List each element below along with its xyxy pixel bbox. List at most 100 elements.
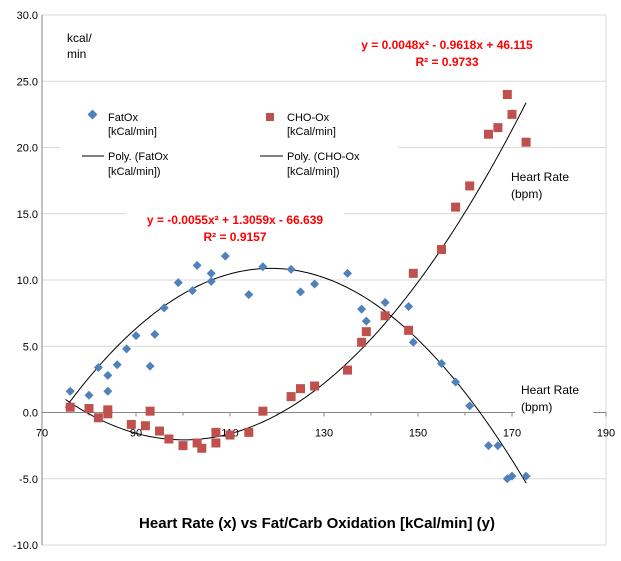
- point-chox: [225, 430, 235, 440]
- point-fatox: [220, 251, 230, 261]
- x-tick-label: 130: [315, 428, 333, 440]
- point-fatox: [206, 276, 216, 286]
- point-chox: [404, 325, 414, 335]
- point-fatox: [404, 302, 414, 311]
- annotation-fatox-equation: y = -0.0055x² + 1.3059x - 66.639 R² = 0.…: [126, 207, 344, 249]
- x-axis-label-right-line-2: (bpm): [521, 400, 552, 414]
- legend-box: [60, 100, 398, 180]
- point-fatox: [343, 268, 352, 278]
- point-fatox: [380, 298, 390, 308]
- point-chox: [451, 202, 461, 212]
- legend-marker-chox: [266, 113, 274, 121]
- y-axis-label-line-2: min: [67, 47, 86, 61]
- y-tick-label: 5.0: [23, 341, 38, 353]
- point-chox: [296, 384, 305, 394]
- trendline-chox: [65, 102, 527, 441]
- y-tick-label: 15.0: [17, 209, 38, 221]
- legend-label-poly-chox-2: [kCal/min]): [287, 166, 340, 178]
- point-chox: [465, 181, 475, 191]
- point-fatox: [150, 329, 160, 339]
- point-chox: [357, 337, 367, 347]
- cho-r2-text: R² = 0.9733: [415, 55, 478, 69]
- point-fatox: [103, 386, 113, 396]
- point-fatox: [187, 286, 197, 296]
- y-tick-label: 10.0: [17, 275, 38, 287]
- point-chox: [178, 441, 188, 451]
- x-tick-label: 190: [597, 428, 615, 440]
- point-chox: [192, 438, 202, 448]
- point-chox: [493, 123, 503, 133]
- point-chox: [507, 109, 517, 119]
- point-chox: [145, 406, 155, 416]
- point-chox: [211, 427, 221, 437]
- legend: FatOx [kCal/min] CHO-Ox [kCal/min] Poly.…: [60, 100, 398, 180]
- y-axis-label-line-1: kcal/: [67, 31, 92, 45]
- point-fatox: [484, 441, 493, 451]
- point-fatox: [93, 362, 103, 372]
- point-fatox: [493, 441, 503, 451]
- legend-label-poly-fatox-1: Poly. (FatOx: [108, 151, 169, 163]
- point-chox: [408, 268, 418, 278]
- cho-equation-text: y = 0.0048x² - 0.9618x + 46.115: [361, 38, 533, 52]
- point-fatox: [244, 290, 254, 300]
- chart-title: Heart Rate (x) vs Fat/Carb Oxidation [kC…: [139, 515, 495, 532]
- point-fatox: [112, 360, 122, 370]
- x-axis-label-top-line-2: (bpm): [511, 187, 542, 201]
- point-chox: [140, 421, 150, 431]
- point-fatox: [103, 370, 113, 380]
- data-points: [65, 90, 531, 484]
- legend-label-fatox-2: [kCal/min]: [108, 126, 157, 138]
- y-tick-label: 30.0: [17, 10, 38, 22]
- point-fatox: [173, 278, 183, 288]
- point-fatox: [84, 390, 94, 400]
- point-fatox: [310, 279, 320, 289]
- y-tick-label: 20.0: [17, 143, 38, 155]
- legend-label-chox-1: CHO-Ox: [287, 112, 330, 124]
- point-fatox: [296, 287, 305, 297]
- point-fatox: [65, 386, 75, 396]
- point-fatox: [206, 268, 216, 278]
- x-axis-label-top: Heart Rate (bpm): [505, 165, 583, 205]
- point-chox: [244, 427, 254, 437]
- point-chox: [437, 245, 446, 255]
- point-chox: [155, 426, 164, 436]
- x-tick-label: 170: [503, 428, 521, 440]
- point-chox: [310, 381, 320, 391]
- y-tick-label: 0.0: [23, 408, 38, 420]
- point-chox: [197, 443, 207, 453]
- point-chox: [258, 406, 268, 416]
- axes: [41, 15, 607, 545]
- legend-label-fatox-1: FatOx: [108, 112, 138, 124]
- fatox-equation-text: y = -0.0055x² + 1.3059x - 66.639: [147, 213, 323, 227]
- point-fatox: [145, 361, 155, 371]
- point-fatox: [361, 316, 371, 326]
- point-fatox: [258, 262, 268, 272]
- point-fatox: [521, 471, 531, 481]
- point-chox: [286, 392, 296, 402]
- point-chox: [521, 137, 531, 147]
- point-chox: [484, 129, 493, 139]
- point-chox: [361, 327, 371, 337]
- x-axis-label-right: Heart Rate (bpm): [515, 378, 593, 418]
- y-tick-label: -10.0: [13, 540, 38, 552]
- trendline-fatox: [65, 267, 527, 484]
- legend-label-poly-chox-1: Poly. (CHO-Ox: [287, 151, 360, 163]
- x-axis-label-right-line-1: Heart Rate: [521, 383, 579, 397]
- point-chox: [380, 311, 390, 321]
- point-fatox: [465, 401, 475, 411]
- legend-label-poly-fatox-2: [kCal/min]): [108, 166, 161, 178]
- y-tick-label: -5.0: [19, 474, 38, 486]
- point-fatox: [131, 331, 141, 341]
- legend-marker-fatox: [87, 109, 98, 120]
- x-tick-label: 70: [36, 428, 48, 440]
- chart-title-box: Heart Rate (x) vs Fat/Carb Oxidation [kC…: [105, 505, 530, 543]
- point-chox: [502, 90, 512, 99]
- point-chox: [126, 419, 136, 429]
- point-fatox: [507, 471, 517, 481]
- point-fatox: [437, 358, 446, 368]
- x-axis-label-top-line-1: Heart Rate: [511, 170, 569, 184]
- x-tick-label: 150: [409, 428, 427, 440]
- legend-label-chox-2: [kCal/min]: [287, 126, 336, 138]
- point-chox: [93, 413, 103, 423]
